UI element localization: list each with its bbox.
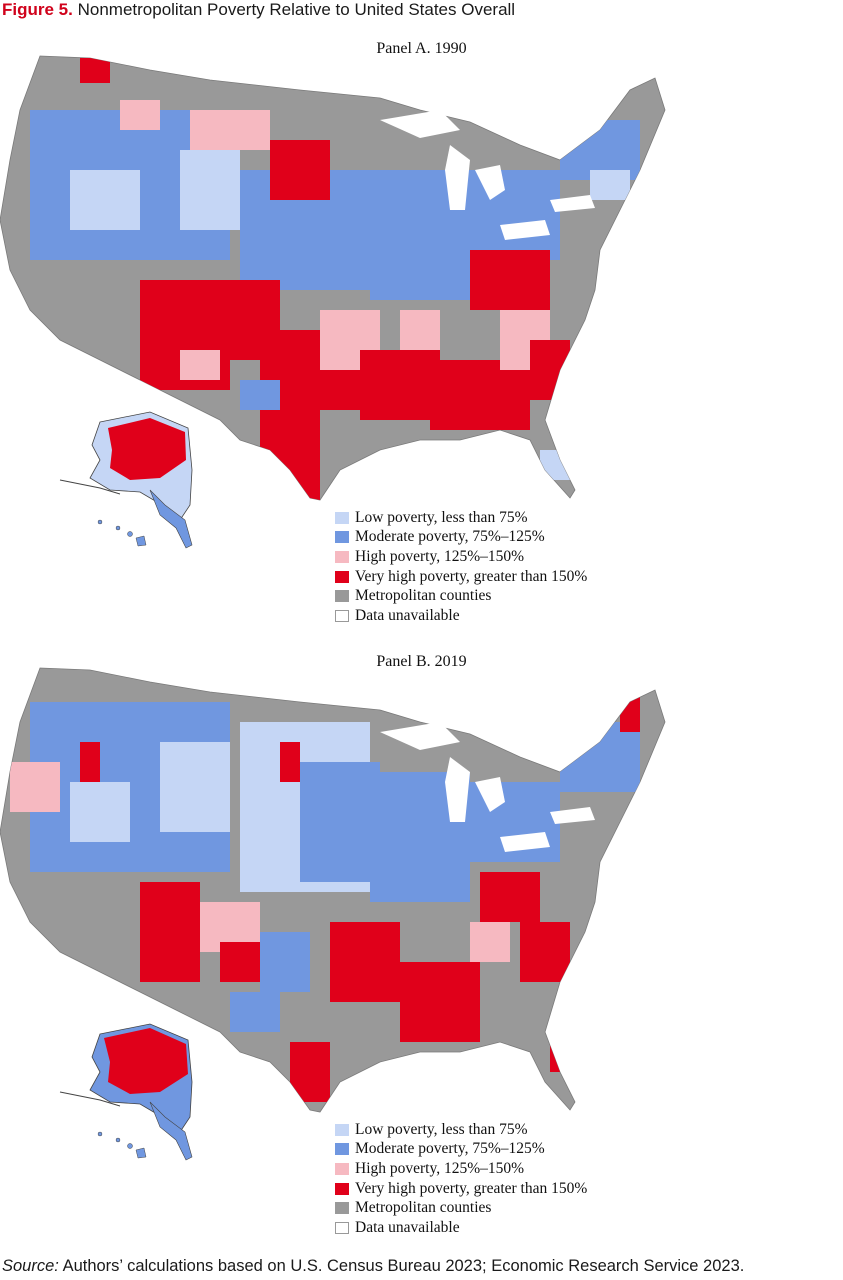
legend-swatch-low — [335, 511, 349, 524]
legend-label-metro: Metropolitan counties — [355, 1199, 492, 1217]
legend-item-unavailable: Data unavailable — [335, 606, 587, 626]
legend-label-metro: Metropolitan counties — [355, 587, 492, 605]
source-text: Authors’ calculations based on U.S. Cens… — [62, 1257, 745, 1275]
legend-label-very-high: Very high poverty, greater than 150% — [355, 1179, 588, 1197]
legend-swatch-moderate — [335, 1143, 349, 1156]
source-label: Source: — [2, 1257, 59, 1275]
panel-b-map — [0, 667, 666, 1161]
figure-label: Figure 5. — [2, 0, 73, 19]
legend-item-moderate: Moderate poverty, 75%–125% — [335, 1140, 587, 1160]
legend-label-unavailable: Data unavailable — [355, 1218, 460, 1236]
legend-item-very-high: Very high poverty, greater than 150% — [335, 1179, 587, 1199]
panel-a-map — [0, 55, 666, 549]
legend-item-low: Low poverty, less than 75% — [335, 1120, 587, 1140]
panel-a-title: Panel A. 1990 — [376, 40, 467, 57]
legend-item-unavailable: Data unavailable — [335, 1218, 587, 1238]
legend-swatch-moderate — [335, 531, 349, 544]
legend-label-high: High poverty, 125%–150% — [355, 547, 525, 565]
legend-label-very-high: Very high poverty, greater than 150% — [355, 567, 588, 585]
legend-swatch-high — [335, 550, 349, 563]
figure-title-text: Nonmetropolitan Poverty Relative to Unit… — [77, 0, 516, 19]
legend-item-high: High poverty, 125%–150% — [335, 547, 587, 567]
legend-item-metro: Metropolitan counties — [335, 586, 587, 606]
legend-label-low: Low poverty, less than 75% — [355, 1120, 528, 1138]
legend-swatch-very-high — [335, 1182, 349, 1195]
legend-item-high: High poverty, 125%–150% — [335, 1159, 587, 1179]
legend-swatch-metro — [335, 1202, 349, 1215]
legend-swatch-high — [335, 1162, 349, 1175]
legend-swatch-very-high — [335, 570, 349, 583]
figure-title: Figure 5. Nonmetropolitan Poverty Relati… — [2, 0, 515, 20]
source-note: Source: Authors’ calculations based on U… — [2, 1257, 744, 1276]
panel-b-title: Panel B. 2019 — [376, 653, 467, 670]
legend-label-low: Low poverty, less than 75% — [355, 508, 528, 526]
panel-a-legend: Low poverty, less than 75% Moderate pove… — [335, 508, 587, 626]
legend-label-moderate: Moderate poverty, 75%–125% — [355, 528, 545, 546]
legend-item-metro: Metropolitan counties — [335, 1198, 587, 1218]
legend-swatch-metro — [335, 590, 349, 603]
legend-label-high: High poverty, 125%–150% — [355, 1159, 525, 1177]
legend-item-low: Low poverty, less than 75% — [335, 508, 587, 528]
legend-swatch-unavailable — [335, 1221, 349, 1234]
legend-item-moderate: Moderate poverty, 75%–125% — [335, 528, 587, 548]
legend-item-very-high: Very high poverty, greater than 150% — [335, 567, 587, 587]
legend-swatch-low — [335, 1123, 349, 1136]
panel-b-legend: Low poverty, less than 75% Moderate pove… — [335, 1120, 587, 1238]
legend-label-moderate: Moderate poverty, 75%–125% — [355, 1140, 545, 1158]
legend-label-unavailable: Data unavailable — [355, 606, 460, 624]
legend-swatch-unavailable — [335, 609, 349, 622]
